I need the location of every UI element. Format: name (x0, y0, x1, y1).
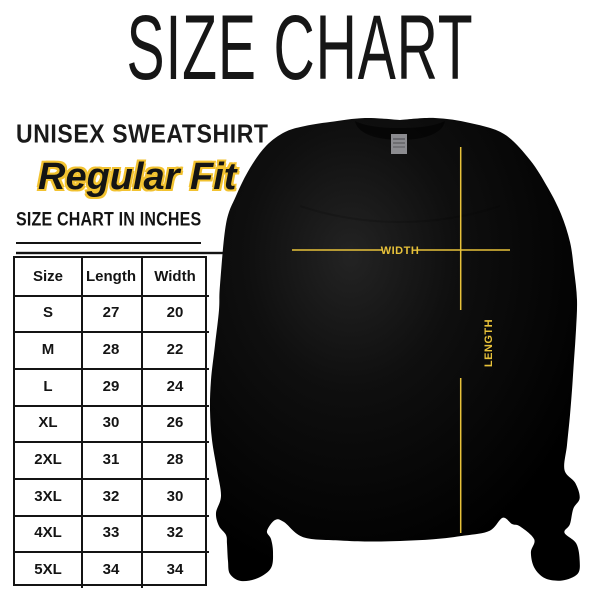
svg-text:WIDTH: WIDTH (381, 245, 420, 257)
svg-text:LENGTH: LENGTH (483, 319, 495, 367)
